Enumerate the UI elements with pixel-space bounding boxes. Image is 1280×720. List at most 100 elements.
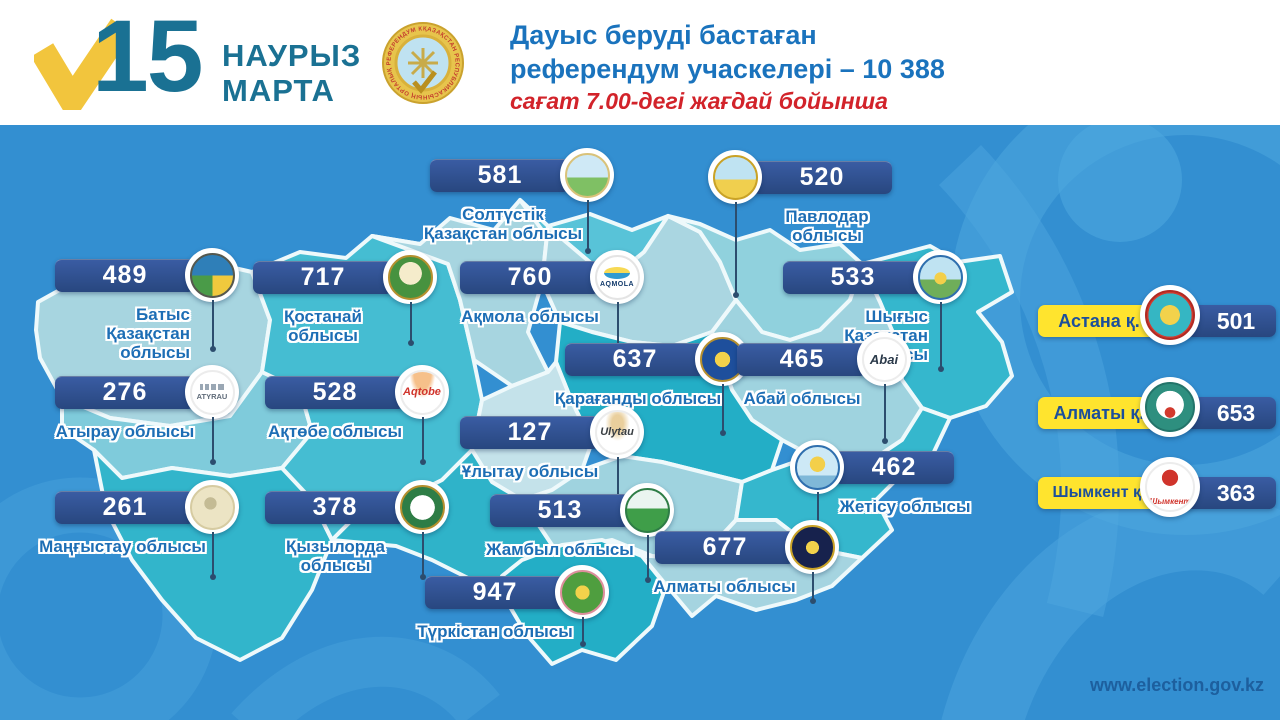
checkmark-icon	[34, 18, 126, 110]
aqtobe-emblem: Aqtobe	[395, 365, 449, 465]
batys-qazaqstan-emblem	[185, 248, 239, 352]
region-name: Ақтөбе облысы	[268, 422, 402, 441]
shymkent-city-emblem: Шымкент	[1140, 457, 1200, 517]
region-label-mangystau: 261 Маңғыстау облысы	[39, 480, 239, 580]
website-url[interactable]: www.election.gov.kz	[1089, 675, 1264, 695]
region-label-batys-qazaqstan: 489 Батыс Қазақстан облысы	[55, 248, 239, 362]
header: 15 НАУРЫЗ МАРТА ҚАЗАҚСТАН РЕСПУБЛИКАСЫНЫ…	[0, 0, 1280, 125]
seal-check-icon	[412, 70, 437, 94]
almaty-oblysy-emblem	[785, 520, 839, 604]
station-count-badge: 378	[265, 490, 405, 524]
region-name: Солтүстік Қазақстан облысы	[423, 205, 583, 243]
region-name: Атырау облысы	[55, 422, 195, 441]
region-label-aqmola: 760 AQMOLA Ақмола облысы	[460, 250, 644, 358]
region-name: Ұлытау облысы	[461, 462, 599, 481]
city-name-badge: Шымкент қ.	[1038, 477, 1160, 509]
qyzylorda-emblem	[395, 480, 449, 580]
city-name-badge: Алматы қ.	[1038, 397, 1160, 429]
station-count-badge: 127	[460, 415, 600, 449]
region-name: Маңғыстау облысы	[39, 537, 206, 556]
date-word-1: НАУРЫЗ	[222, 38, 362, 73]
title-line-1: Дауыс беруді бастаған	[510, 20, 817, 50]
city-row-shymkent: Шымкент қ. Шымкент 363	[1038, 457, 1276, 517]
region-label-qaragandy: 637 Қарағанды облысы	[555, 332, 749, 436]
region-label-qostanai: 717 Қостанай облысы	[253, 250, 437, 346]
region-label-qyzylorda: 378 Қызылорда облысы	[265, 480, 449, 580]
region-label-zhambyl: 513 Жамбыл облысы	[486, 483, 674, 583]
city-name-badge: Астана қ.	[1038, 305, 1160, 337]
region-name: Ақмола облысы	[461, 307, 599, 326]
station-count-badge: 520	[752, 160, 892, 194]
map-pin	[585, 200, 591, 254]
region-name: Жамбыл облысы	[486, 540, 634, 559]
region-name: Абай облысы	[743, 389, 861, 408]
region-label-soltustik-qazaqstan: 581 Солтүстік Қазақстан облысы	[424, 148, 614, 254]
city-row-astana: Астана қ. 501	[1038, 285, 1276, 345]
station-count-badge: 533	[783, 260, 923, 294]
soltustik-qazaqstan-emblem	[560, 148, 614, 254]
map-pin	[210, 300, 216, 352]
region-name: Батыс Қазақстан облысы	[106, 305, 190, 362]
station-count-badge: 717	[253, 260, 393, 294]
region-label-ulytau: 127 Ulytau Ұлытау облысы	[460, 405, 644, 517]
region-shape-qostanai[interactable]	[370, 198, 550, 388]
ulytau-emblem: Ulytau	[590, 405, 644, 517]
date-word-2: МАРТА	[222, 73, 335, 108]
station-count-badge: 276	[55, 375, 195, 409]
station-count-badge: 261	[55, 490, 195, 524]
zhambyl-emblem	[620, 483, 674, 583]
region-name: Жетісу облысы	[839, 497, 971, 516]
region-name: Алматы облысы	[653, 577, 796, 596]
map-pin	[810, 572, 816, 604]
subtitle: сағат 7.00-дегі жағдай бойынша	[510, 88, 888, 114]
map-pin	[210, 417, 216, 465]
map-pin	[420, 417, 426, 465]
station-count-badge: 462	[834, 450, 954, 484]
title-line-2: референдум учаскелері – 10 388	[510, 54, 945, 84]
station-count-badge: 528	[265, 375, 405, 409]
zhetisu-emblem	[790, 440, 844, 554]
station-count-badge: 489	[55, 258, 195, 292]
map-pin	[580, 617, 586, 647]
shygys-qazaqstan-emblem	[913, 250, 967, 372]
city-row-almaty: Алматы қ. 653	[1038, 377, 1276, 437]
atyrau-emblem: ATYRAU	[185, 365, 239, 465]
map-pin	[645, 535, 651, 583]
region-name: Түркістан облысы	[417, 622, 573, 641]
region-label-almaty-oblysy: 677 Алматы облысы	[653, 520, 839, 604]
aqmola-emblem: AQMOLA	[590, 250, 644, 358]
map-pin	[408, 302, 414, 346]
region-name: Қарағанды облысы	[554, 389, 722, 408]
map-pin	[733, 202, 739, 298]
region-name: Қызылорда облысы	[285, 537, 386, 575]
station-count-badge: 581	[430, 158, 570, 192]
map-pin	[882, 384, 888, 444]
map-pin	[938, 302, 944, 372]
shanyrak-ornament	[408, 48, 438, 78]
date-number: 15	[92, 0, 203, 113]
pavlodar-emblem	[708, 150, 762, 298]
qostanai-emblem	[383, 250, 437, 346]
region-name: Қостанай облысы	[284, 307, 362, 345]
region-label-turkistan: 947 Түркістан облысы	[417, 565, 609, 647]
referendum-commission-seal-icon: ҚАЗАҚСТАН РЕСПУБЛИКАСЫНЫҢ ОРТАЛЫҚ РЕФЕРЕ…	[380, 20, 464, 104]
station-count-badge: 637	[565, 342, 705, 376]
turkistan-emblem	[555, 565, 609, 647]
region-label-shygys-qazaqstan: 533 Шығыс Қазақстан облысы	[783, 250, 967, 372]
mangystau-emblem	[185, 480, 239, 580]
region-name: Павлодар облысы	[785, 207, 869, 245]
map-pin	[720, 384, 726, 436]
station-count-badge: 760	[460, 260, 600, 294]
map-pin	[420, 532, 426, 580]
region-label-zhetisu: 462 Жетісу облысы	[790, 440, 980, 554]
almaty-city-emblem	[1140, 377, 1200, 437]
station-count-badge: 947	[425, 575, 565, 609]
region-label-abai: 465 Abai Абай облысы	[737, 332, 911, 444]
region-label-atyrau: 276 ATYRAU Атырау облысы	[55, 365, 239, 465]
astana-city-emblem	[1140, 285, 1200, 345]
station-count-badge: 677	[655, 530, 795, 564]
abai-emblem: Abai	[857, 332, 911, 444]
region-label-aqtobe: 528 Aqtobe Ақтөбе облысы	[265, 365, 449, 465]
region-label-pavlodar: 520 Павлодар облысы	[708, 150, 902, 298]
